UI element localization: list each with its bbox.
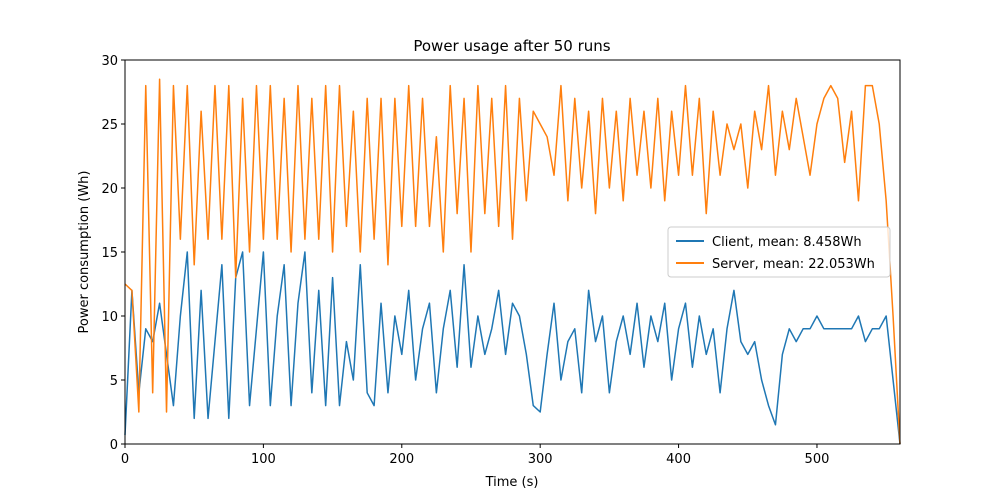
x-tick-label: 0 [121,452,129,467]
x-tick-label: 500 [805,452,830,467]
legend-label: Client, mean: 8.458Wh [712,235,862,250]
y-tick-label: 0 [110,438,118,453]
x-axis-label: Time (s) [485,475,539,490]
x-tick-label: 300 [528,452,553,467]
legend: Client, mean: 8.458Wh Server, mean: 22.05… [667,226,891,278]
series-line [124,78,901,445]
plot-frame [124,59,901,445]
legend-label: Server, mean: 22.053Wh [712,257,875,272]
y-tick-label: 25 [101,118,118,133]
y-tick-label: 30 [101,54,118,69]
y-tick-label: 20 [101,182,118,197]
x-tick-label: 100 [251,452,276,467]
series-line [124,251,901,445]
x-tick-label: 200 [389,452,414,467]
y-tick-label: 15 [101,246,118,261]
y-tick-label: 5 [110,374,118,389]
legend-box [667,226,891,278]
x-tick-label: 400 [666,452,691,467]
y-tick-label: 10 [101,310,118,325]
y-axis-label: Power consumption (Wh) [77,171,92,334]
chart-title: Power usage after 50 runs [413,37,610,55]
